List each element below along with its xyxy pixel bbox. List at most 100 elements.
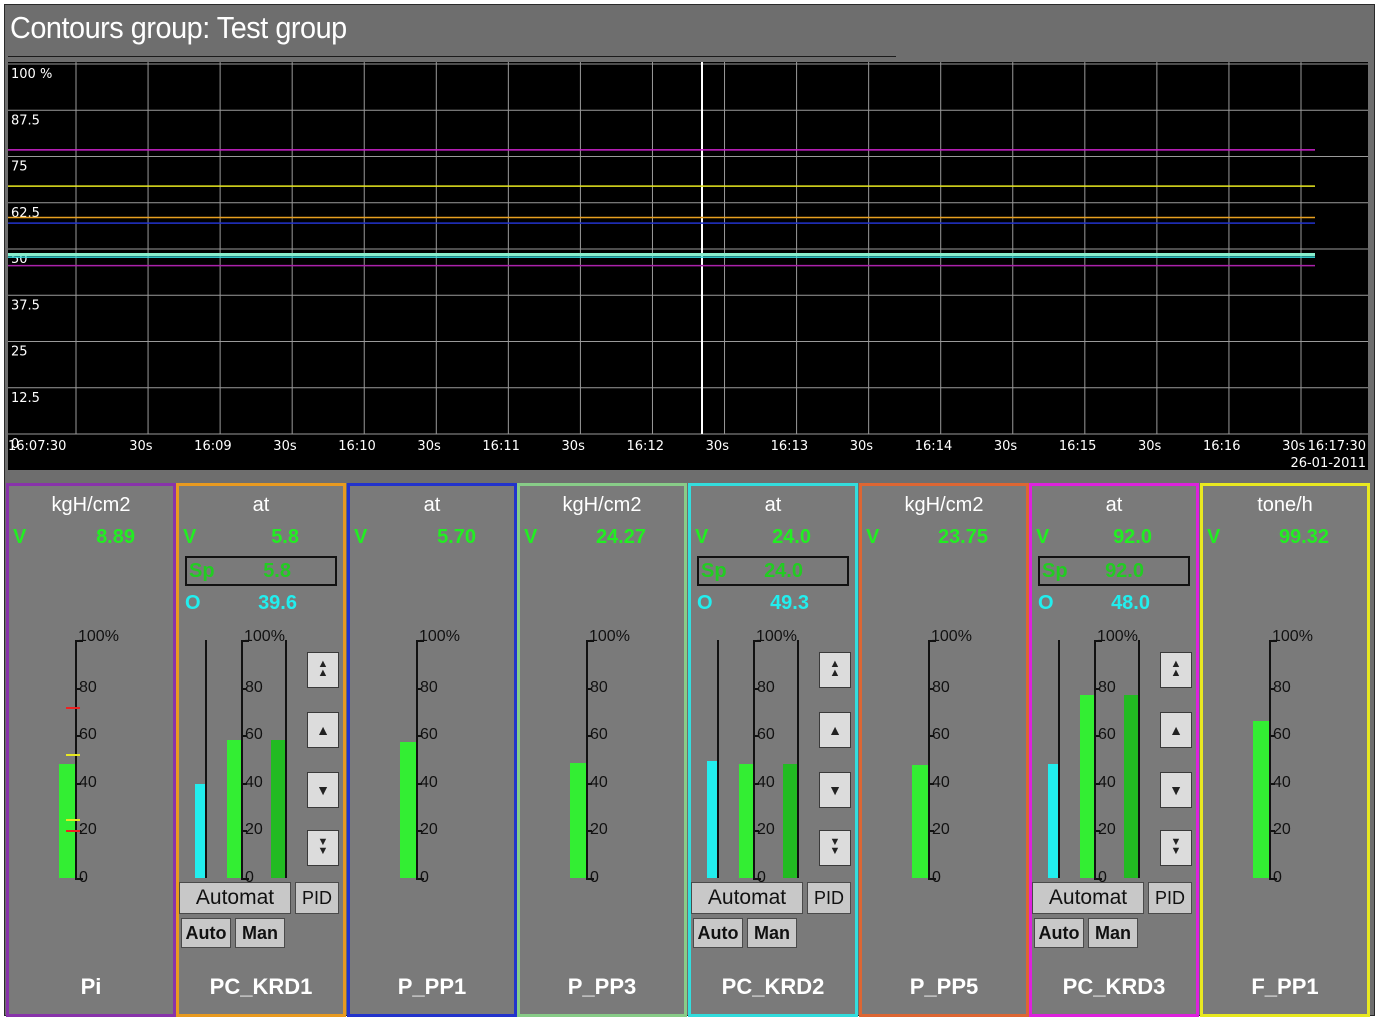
scale-tick <box>1269 830 1275 833</box>
output-key: O <box>1038 592 1054 614</box>
contour-name: PC_KRD3 <box>1062 974 1166 999</box>
fast-up-button[interactable]: ▲ ▲ <box>1160 652 1192 688</box>
trend-chart[interactable]: 100 % 87.5 75 62.5 50 37.5 25 12.5 0 16:07:30 30s 1… <box>8 62 1368 470</box>
y-axis-label: 87.5 <box>11 113 40 128</box>
scale-top-tick <box>241 640 249 642</box>
scale-axis <box>586 640 588 878</box>
x-axis-label: 16:07:30 <box>8 439 66 454</box>
setpoint-key: Sp <box>701 560 727 582</box>
scale-top-tick <box>1094 640 1102 642</box>
down-button[interactable]: ▼ <box>307 772 339 808</box>
down-button[interactable]: ▼ <box>1160 772 1192 808</box>
unit-label: at <box>423 494 441 516</box>
value-bar <box>400 742 416 878</box>
sp-bar <box>1124 694 1138 878</box>
automat-button[interactable]: Automat <box>179 882 291 914</box>
setpoint-row[interactable]: Sp 5.8 <box>185 556 337 586</box>
fast-down-button[interactable]: ▼ ▼ <box>1160 830 1192 866</box>
scale-label: 40 <box>932 773 950 791</box>
pv-bar <box>1080 694 1094 878</box>
fast-up-icon: ▲ ▲ <box>317 658 329 679</box>
value-row: V 5.8 <box>183 526 339 550</box>
pid-button[interactable]: PID <box>807 882 851 914</box>
scale-label: 20 <box>420 821 438 839</box>
value-bar <box>570 762 586 878</box>
panel-pc_krd3[interactable]: at PC_KRD3 V 92.0 Sp 92.0 O 48.0 100% 80 60 40 20 0 ▲ ▲… <box>1029 483 1199 1017</box>
scale-axis <box>753 640 755 878</box>
panel-pi[interactable]: kgH/cm2 Pi V 8.89 100% 80 60 40 20 0 <box>6 483 176 1017</box>
sp-axis <box>285 640 287 878</box>
value-bar <box>1253 720 1269 878</box>
sp-axis <box>1138 640 1140 878</box>
value-key: V <box>866 526 880 548</box>
scale-label: 20 <box>932 821 950 839</box>
x-axis-label: 30s <box>562 439 586 454</box>
pid-button[interactable]: PID <box>1148 882 1192 914</box>
scale-tick <box>1269 687 1275 690</box>
panel-pc_krd2[interactable]: at PC_KRD2 V 24.0 Sp 24.0 O 49.3 100% 80 60 40 20 0 ▲ ▲… <box>688 483 858 1017</box>
man-button[interactable]: Man <box>747 918 797 948</box>
panel-pc_krd1[interactable]: at PC_KRD1 V 5.8 Sp 5.8 O 39.6 100% 80 60 40 20 0 ▲ ▲ ▲ ▼… <box>176 483 346 1017</box>
scale-tick <box>928 735 934 738</box>
fast-up-icon: ▲ ▲ <box>1170 658 1182 679</box>
up-button[interactable]: ▲ <box>307 712 339 748</box>
scale-label: 100% <box>419 628 460 645</box>
output-text: 49.3 <box>770 592 809 614</box>
pid-button[interactable]: PID <box>295 882 339 914</box>
value-row: V 92.0 <box>1036 526 1192 550</box>
value-row: V 23.75 <box>866 526 1022 550</box>
automat-button[interactable]: Automat <box>1032 882 1144 914</box>
scale-tick <box>416 687 422 690</box>
scale-tick <box>416 830 422 833</box>
scale-top-tick <box>1269 640 1277 642</box>
scale-label: 40 <box>420 773 438 791</box>
scale-top-tick <box>586 640 594 642</box>
x-axis-label: 16:15 <box>1059 439 1096 454</box>
contour-name: PC_KRD1 <box>209 974 313 999</box>
setpoint-row[interactable]: Sp 24.0 <box>697 556 849 586</box>
alarm-mark <box>66 754 80 757</box>
x-axis-label: 16:13 <box>771 439 808 454</box>
panel-p_pp3[interactable]: kgH/cm2 P_PP3 V 24.27 100% 80 60 40 20 0 <box>517 483 687 1017</box>
auto-button[interactable]: Auto <box>1034 918 1084 948</box>
auto-button[interactable]: Auto <box>181 918 231 948</box>
output-row: O 39.6 <box>185 592 337 616</box>
fast-up-button[interactable]: ▲ ▲ <box>307 652 339 688</box>
value-text: 24.27 <box>595 526 646 548</box>
man-button[interactable]: Man <box>235 918 285 948</box>
fast-down-button[interactable]: ▼ ▼ <box>307 830 339 866</box>
auto-button[interactable]: Auto <box>693 918 743 948</box>
scale-tick <box>928 687 934 690</box>
scale-tick <box>1269 735 1275 738</box>
fast-up-button[interactable]: ▲ ▲ <box>819 652 851 688</box>
unit-label: at <box>764 494 782 516</box>
setpoint-row[interactable]: Sp 92.0 <box>1038 556 1190 586</box>
scale-tick <box>586 782 592 785</box>
automat-button[interactable]: Automat <box>691 882 803 914</box>
scale-label: 100% <box>931 628 972 645</box>
value-bar <box>59 763 75 878</box>
contour-name: P_PP1 <box>397 974 467 999</box>
scale-tick <box>75 735 81 738</box>
down-icon: ▼ <box>1169 782 1183 798</box>
x-axis-label: 30s <box>994 439 1018 454</box>
up-icon: ▲ <box>828 722 842 738</box>
scale-top-tick <box>753 640 761 642</box>
scale-tick <box>753 782 759 785</box>
down-button[interactable]: ▼ <box>819 772 851 808</box>
output-axis <box>717 640 719 878</box>
panel-p_pp1[interactable]: at P_PP1 V 5.70 100% 80 60 40 20 0 <box>347 483 517 1017</box>
x-axis-label: 30s <box>129 439 153 454</box>
man-button[interactable]: Man <box>1088 918 1138 948</box>
panel-f_pp1[interactable]: tone/h F_PP1 V 99.32 100% 80 60 40 20 0 <box>1200 483 1370 1017</box>
fast-down-button[interactable]: ▼ ▼ <box>819 830 851 866</box>
panel-p_pp5[interactable]: kgH/cm2 P_PP5 V 23.75 100% 80 60 40 20 0 <box>859 483 1029 1017</box>
up-button[interactable]: ▲ <box>819 712 851 748</box>
x-axis-label: 30s <box>1282 439 1306 454</box>
unit-label: kgH/cm2 <box>562 494 642 516</box>
scale-tick <box>753 830 759 833</box>
scale-top-tick <box>416 640 424 642</box>
up-button[interactable]: ▲ <box>1160 712 1192 748</box>
scale-label: 0 <box>245 869 254 886</box>
